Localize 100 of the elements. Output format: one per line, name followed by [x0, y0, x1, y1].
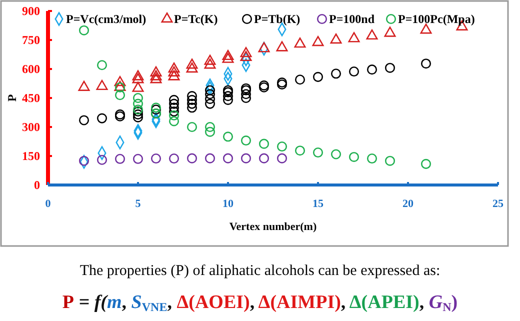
point: [276, 153, 288, 164]
point: [168, 102, 180, 113]
point: [132, 154, 144, 164]
point: [132, 112, 144, 122]
point: [204, 85, 216, 96]
point: [150, 73, 162, 84]
point: [384, 62, 396, 73]
point: [114, 154, 126, 164]
point: [330, 33, 342, 44]
point: [132, 92, 144, 104]
legend-label: P=Tc(K): [174, 12, 218, 26]
point: [204, 98, 216, 109]
x-axis-title: Vertex number(m): [229, 221, 317, 233]
point: [312, 72, 324, 82]
point: [294, 74, 306, 85]
point: [276, 142, 288, 152]
point: [78, 156, 90, 166]
point: [168, 110, 180, 120]
point: [420, 158, 432, 169]
point: [186, 62, 198, 73]
point: [150, 154, 162, 164]
point: [78, 80, 90, 91]
point: [240, 50, 252, 61]
point: [204, 54, 216, 65]
point: [168, 116, 180, 126]
point: [186, 94, 198, 105]
point: [96, 113, 108, 124]
point: [312, 148, 324, 158]
y-tick-label: 150: [22, 149, 40, 164]
point: [132, 109, 144, 120]
point: [384, 156, 396, 166]
point: [222, 50, 234, 60]
point: [240, 89, 252, 100]
text: The properties (P) of aliphatic alcohols can be expressed as:: [80, 263, 440, 279]
y-tick-label: 900: [22, 4, 40, 18]
point: [186, 153, 198, 164]
point: [168, 154, 180, 164]
legend-label: P=100Pc(Mpa): [398, 12, 475, 26]
point: [240, 153, 252, 164]
point: [330, 68, 342, 79]
point: [366, 64, 378, 75]
point: [384, 26, 396, 37]
point: [114, 90, 126, 100]
y-tick-label: 750: [22, 33, 40, 48]
point: [132, 98, 144, 109]
point: [186, 102, 198, 113]
point: [168, 94, 180, 105]
x-tick-label: 0: [45, 198, 52, 210]
legend-label: P=100nd: [329, 12, 375, 26]
point: [78, 115, 90, 126]
y-axis-title: P: [5, 94, 20, 102]
point: [132, 82, 144, 92]
point: [222, 52, 234, 63]
point: [294, 38, 306, 48]
point: [150, 66, 162, 76]
point: [168, 66, 180, 76]
point: [168, 62, 180, 73]
point: [132, 70, 144, 80]
point: [366, 154, 378, 164]
point: [186, 58, 198, 69]
legend-label: P=Tb(K): [254, 12, 300, 26]
x-tick-label: 15: [312, 198, 324, 210]
point: [150, 70, 162, 80]
point: [186, 91, 198, 102]
x-tick-label: 25: [492, 198, 504, 210]
x-tick-label: 20: [402, 198, 414, 210]
y-tick-label: 450: [22, 91, 40, 106]
point: [222, 91, 234, 102]
point: [96, 154, 108, 165]
point: [240, 136, 252, 146]
point: [258, 153, 270, 164]
point: [96, 60, 108, 70]
point: [186, 122, 198, 132]
point: [204, 94, 216, 104]
y-tick-label: 0: [34, 178, 40, 192]
point: [420, 58, 432, 69]
point: [132, 73, 144, 84]
point: [330, 149, 342, 160]
point: [204, 126, 216, 137]
point: [348, 66, 360, 77]
point: [186, 98, 198, 109]
point: [96, 80, 108, 90]
point: [78, 25, 90, 36]
point: [312, 36, 324, 46]
point: [204, 153, 216, 164]
point: [240, 92, 252, 104]
point: [294, 146, 306, 156]
text: P = f(m, S$_{VNE}$, Δ(AOEI), Δ(AIMPI), Δ(APEI), G$_{N}$): [62, 292, 458, 314]
point: [258, 138, 270, 149]
point: [168, 106, 180, 117]
y-tick-label: 600: [22, 62, 40, 76]
point: [222, 153, 234, 164]
point: [168, 70, 180, 80]
x-tick-label: 5: [135, 198, 142, 210]
point: [276, 41, 288, 52]
point: [204, 122, 216, 132]
point: [366, 29, 378, 40]
x-tick-label: 10: [222, 198, 234, 210]
point: [168, 98, 180, 109]
point: [204, 58, 216, 69]
